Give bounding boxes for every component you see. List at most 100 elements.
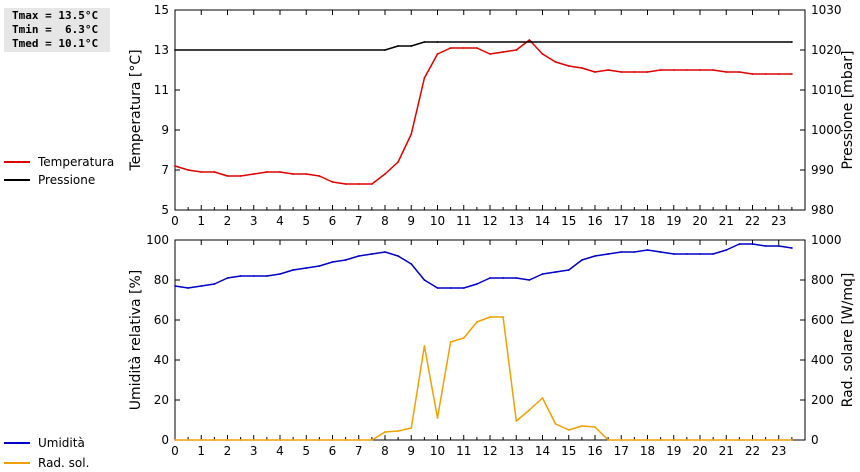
top-x-tick-label: 15: [561, 214, 576, 228]
bottom-series-rad-sol-point: [581, 425, 583, 427]
top-series-temperatura-point: [751, 73, 754, 75]
top-series-pressione-point: [423, 41, 426, 43]
bottom-series-umidit-point: [292, 269, 294, 271]
bottom-series-rad-sol-point: [738, 439, 741, 441]
bottom-series-umidit-point: [213, 283, 216, 285]
top-series-temperatura-point: [554, 61, 557, 63]
bottom-y-tick-label: 100: [146, 233, 169, 247]
bottom-series-rad-sol-point: [200, 439, 203, 441]
bottom-x-tick-label: 14: [535, 444, 550, 458]
bottom-y2-tick-label: 200: [811, 393, 834, 407]
top-series-temperatura-point: [292, 173, 294, 175]
top-series-temperatura-point: [777, 73, 780, 75]
bottom-series-umidit-point: [567, 269, 570, 271]
bottom-x-tick-label: 3: [250, 444, 258, 458]
top-series-temperatura-point: [738, 71, 741, 73]
top-series-temperatura-point: [423, 77, 426, 79]
top-x-tick-label: 10: [430, 214, 445, 228]
top-series-temperatura-point: [672, 69, 675, 71]
stat-tmax: Tmax = 13.5°C: [12, 9, 99, 22]
bottom-series-umidit-point: [764, 245, 767, 247]
stats-box: Tmax = 13.5°C Tmin = 6.3°C Tmed = 10.1°C: [4, 8, 110, 52]
top-series-temperatura-line: [174, 39, 792, 185]
top-chart: 0 1 2 3 4 5 6 7 8 9 10 11 12 13 14 15 16 17 18 19 20 21 22 2357…: [128, 3, 856, 228]
top-x-tick-label: 11: [456, 214, 471, 228]
bottom-series-umidit-point: [777, 245, 780, 247]
bottom-x-tick-label: 8: [381, 444, 389, 458]
top-series-temperatura-point: [397, 161, 399, 163]
top-y2-tick-label: 980: [811, 203, 834, 217]
bottom-series-rad-sol-line: [175, 316, 792, 441]
bottom-y-tick-label: 0: [161, 433, 169, 447]
bottom-series-rad-sol-point: [554, 423, 557, 425]
bottom-series-umidit-point: [423, 279, 426, 281]
top-y-axis-title: Temperatura [°C]: [128, 49, 144, 171]
bottom-series-umidit-point: [725, 249, 728, 251]
bottom-series-rad-sol-point: [226, 439, 229, 441]
bottom-y2-tick-label: 600: [811, 313, 834, 327]
top-series-temperatura-point: [266, 171, 268, 173]
top-y2-tick-label: 1030: [811, 3, 842, 17]
bottom-series-rad-sol-point: [594, 426, 596, 428]
top-series-temperatura-point: [699, 69, 701, 71]
bottom-series-rad-sol-point: [384, 431, 386, 433]
bottom-series-umidit-point: [633, 251, 636, 253]
bottom-y-axis-title: Umidità relativa [%]: [128, 270, 144, 411]
top-x-tick-label: 23: [771, 214, 786, 228]
bottom-series-umidit-point: [751, 243, 754, 245]
bottom-series-umidit-line: [174, 243, 793, 289]
bottom-x-tick-label: 10: [430, 444, 445, 458]
bottom-series-rad-sol-point: [423, 345, 426, 347]
bottom-series-rad-sol-point: [791, 439, 793, 441]
legend-swatch-pressione: [4, 179, 30, 181]
top-series-pressione-point: [791, 41, 793, 43]
top-series-temperatura-point: [712, 69, 714, 71]
top-x-tick-label: 4: [276, 214, 284, 228]
bottom-series-umidit-point: [318, 265, 321, 267]
legend-item-temperatura: Temperatura: [4, 153, 114, 171]
top-x-tick-label: 14: [535, 214, 550, 228]
bottom-series-rad-sol-point: [686, 439, 688, 441]
bottom-series-rad-sol-point: [305, 439, 308, 441]
bottom-x-tick-label: 4: [276, 444, 284, 458]
top-series-temperatura-point: [620, 71, 623, 73]
top-x-tick-label: 17: [614, 214, 629, 228]
bottom-series-umidit-point: [226, 277, 229, 279]
top-series-temperatura-point: [633, 71, 636, 73]
top-y-tick-label: 15: [154, 3, 169, 17]
top-series-temperatura-point: [384, 173, 386, 175]
bottom-series-umidit-point: [397, 255, 399, 257]
bottom-series-umidit-point: [331, 261, 334, 263]
bottom-x-tick-label: 6: [329, 444, 337, 458]
bottom-series-umidit-point: [476, 283, 478, 285]
bottom-series-umidit-point: [344, 259, 347, 261]
top-series-temperatura-point: [436, 53, 439, 55]
bottom-series-umidit-point: [174, 285, 176, 287]
top-series-temperatura-point: [252, 173, 255, 175]
bottom-x-tick-label: 18: [640, 444, 655, 458]
top-y-tick-label: 11: [154, 83, 169, 97]
bottom-series-rad-sol-point: [344, 439, 347, 441]
bottom-series-umidit-point: [672, 253, 675, 255]
bottom-x-tick-label: 12: [482, 444, 497, 458]
stat-tmin: Tmin = 6.3°C: [12, 23, 99, 36]
bottom-x-tick-label: 22: [745, 444, 760, 458]
bottom-series-rad-sol-point: [528, 409, 531, 411]
bottom-series-rad-sol-point: [174, 439, 176, 441]
bottom-series-rad-sol-point: [213, 439, 216, 441]
top-x-tick-label: 8: [381, 214, 389, 228]
top-series-temperatura-point: [528, 39, 531, 41]
bottom-series-rad-sol-point: [279, 439, 281, 441]
top-y2-tick-label: 1020: [811, 43, 842, 57]
bottom-x-tick-label: 11: [456, 444, 471, 458]
top-series-temperatura-point: [174, 165, 176, 167]
bottom-series-umidit-point: [712, 253, 714, 255]
top-x-tick-label: 3: [250, 214, 258, 228]
bottom-series-rad-sol-point: [659, 439, 662, 441]
top-y2-axis-title: Pressione [mbar]: [840, 50, 856, 169]
bottom-series-umidit-point: [502, 277, 504, 279]
bottom-y-tick-label: 20: [154, 393, 169, 407]
stat-tmed: Tmed = 10.1°C: [12, 37, 99, 50]
legend-item-pressione: Pressione: [4, 171, 114, 189]
legend-swatch-radsol: [4, 462, 30, 464]
